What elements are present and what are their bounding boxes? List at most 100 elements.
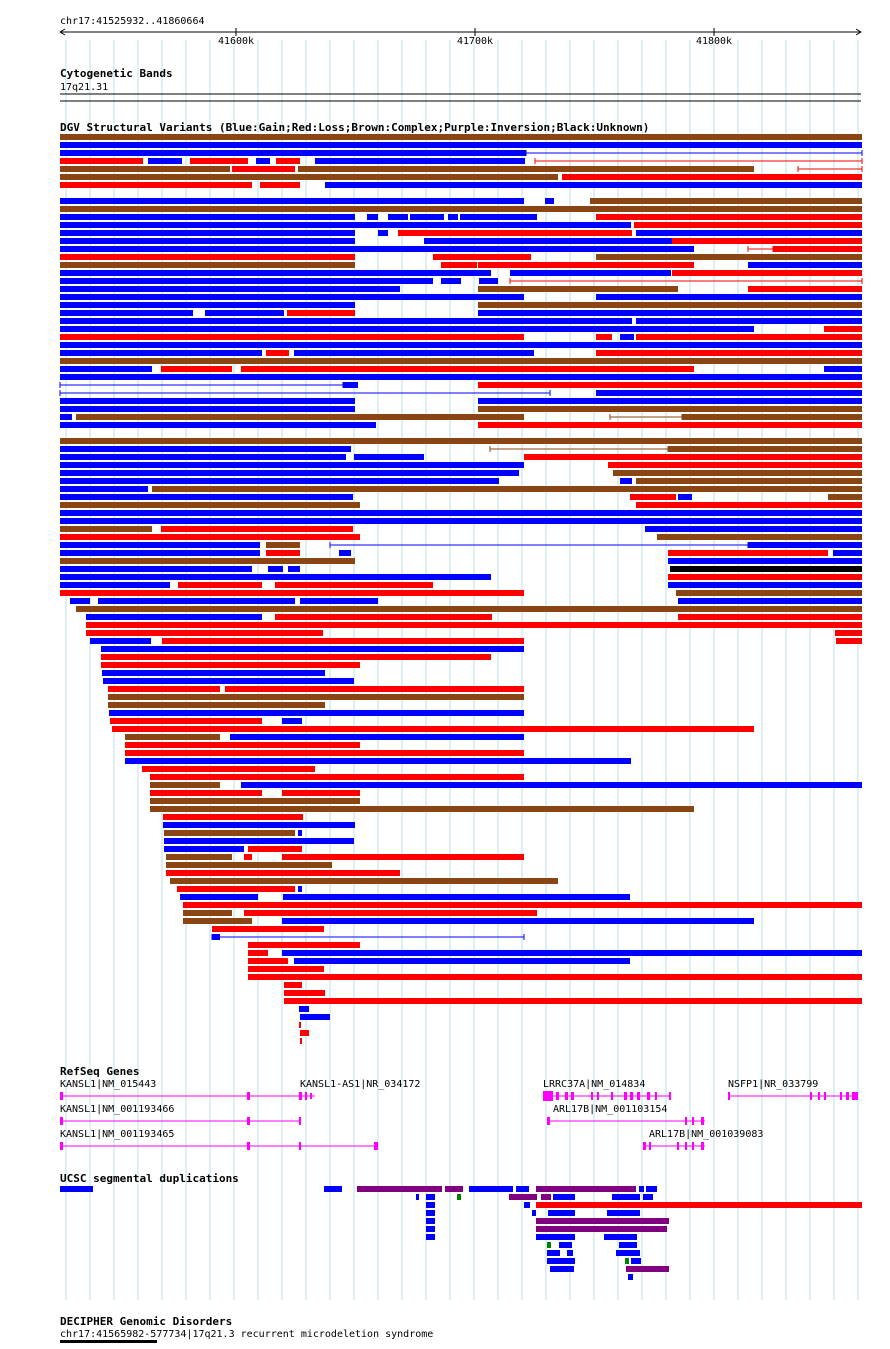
dgv-variant[interactable]: [60, 518, 862, 524]
dgv-variant[interactable]: [266, 550, 300, 556]
gene-exon[interactable]: [547, 1117, 550, 1125]
segdup-feature[interactable]: [553, 1194, 575, 1200]
dgv-variant[interactable]: [524, 454, 862, 460]
dgv-variant[interactable]: [676, 590, 862, 596]
dgv-variant[interactable]: [125, 742, 360, 748]
segdup-feature[interactable]: [550, 1266, 574, 1272]
dgv-variant[interactable]: [668, 558, 862, 564]
dgv-variant[interactable]: [748, 286, 862, 292]
dgv-variant[interactable]: [60, 446, 351, 452]
dgv-variant[interactable]: [60, 214, 355, 220]
segdup-feature[interactable]: [559, 1242, 572, 1248]
dgv-variant[interactable]: [60, 142, 862, 148]
gene-exon[interactable]: [685, 1142, 687, 1150]
dgv-variant[interactable]: [298, 166, 754, 172]
dgv-variant[interactable]: [510, 270, 671, 276]
dgv-variant[interactable]: [109, 710, 524, 716]
segdup-feature[interactable]: [604, 1234, 637, 1240]
gene-exon[interactable]: [846, 1092, 849, 1100]
gene-exon[interactable]: [374, 1142, 378, 1150]
dgv-variant[interactable]: [60, 182, 252, 188]
dgv-variant[interactable]: [178, 582, 262, 588]
dgv-variant[interactable]: [101, 646, 524, 652]
dgv-variant[interactable]: [60, 582, 170, 588]
dgv-variant[interactable]: [596, 390, 862, 396]
dgv-variant[interactable]: [294, 958, 630, 964]
segdup-feature[interactable]: [548, 1210, 575, 1216]
gene-exon[interactable]: [247, 1092, 250, 1100]
dgv-variant[interactable]: [60, 166, 230, 172]
dgv-variant[interactable]: [60, 558, 355, 564]
dgv-variant[interactable]: [300, 1014, 330, 1020]
dgv-variant[interactable]: [294, 350, 534, 356]
dgv-variant[interactable]: [545, 198, 554, 204]
dgv-variant[interactable]: [283, 894, 630, 900]
dgv-variant[interactable]: [299, 1022, 301, 1028]
dgv-variant[interactable]: [260, 182, 300, 188]
segdup-feature[interactable]: [536, 1234, 575, 1240]
dgv-variant[interactable]: [284, 982, 302, 988]
dgv-variant[interactable]: [212, 926, 324, 932]
segdup-feature[interactable]: [457, 1194, 461, 1200]
segdup-feature[interactable]: [541, 1194, 551, 1200]
dgv-variant[interactable]: [76, 606, 862, 612]
dgv-variant[interactable]: [150, 806, 694, 812]
segdup-feature[interactable]: [357, 1186, 442, 1192]
dgv-variant[interactable]: [60, 278, 433, 284]
segdup-feature[interactable]: [516, 1186, 529, 1192]
gene-exon[interactable]: [655, 1092, 657, 1100]
dgv-variant[interactable]: [225, 686, 524, 692]
gene-exon[interactable]: [649, 1142, 651, 1150]
gene-exon[interactable]: [60, 1092, 63, 1100]
dgv-variant[interactable]: [60, 526, 152, 532]
segdup-feature[interactable]: [643, 1194, 653, 1200]
gene-label[interactable]: NSFP1|NR_033799: [728, 1079, 818, 1090]
dgv-variant[interactable]: [90, 638, 151, 644]
dgv-variant[interactable]: [682, 414, 862, 420]
dgv-variant[interactable]: [212, 934, 220, 940]
dgv-variant[interactable]: [590, 198, 862, 204]
dgv-variant[interactable]: [150, 774, 524, 780]
dgv-variant[interactable]: [60, 510, 862, 516]
dgv-variant[interactable]: [282, 718, 302, 724]
dgv-variant[interactable]: [244, 854, 252, 860]
dgv-variant[interactable]: [152, 486, 862, 492]
dgv-variant[interactable]: [672, 270, 862, 276]
segdup-feature[interactable]: [626, 1266, 669, 1272]
dgv-variant[interactable]: [275, 614, 492, 620]
dgv-variant[interactable]: [620, 478, 632, 484]
gene-label[interactable]: ARL17B|NM_001039083: [649, 1129, 763, 1140]
dgv-variant[interactable]: [287, 310, 355, 316]
dgv-variant[interactable]: [248, 950, 268, 956]
dgv-variant[interactable]: [60, 262, 355, 268]
dgv-variant[interactable]: [636, 334, 862, 340]
gene-label[interactable]: LRRC37A|NM_014834: [543, 1079, 645, 1090]
gene-exon[interactable]: [299, 1117, 301, 1125]
dgv-variant[interactable]: [60, 534, 360, 540]
segdup-feature[interactable]: [536, 1202, 862, 1208]
dgv-variant[interactable]: [60, 550, 260, 556]
segdup-feature[interactable]: [628, 1274, 633, 1280]
dgv-variant[interactable]: [148, 158, 182, 164]
dgv-variant[interactable]: [142, 766, 315, 772]
segdup-feature[interactable]: [416, 1194, 419, 1200]
dgv-variant[interactable]: [478, 310, 862, 316]
dgv-variant[interactable]: [60, 246, 694, 252]
dgv-variant[interactable]: [108, 686, 220, 692]
segdup-feature[interactable]: [60, 1186, 93, 1192]
dgv-variant[interactable]: [478, 422, 862, 428]
dgv-variant[interactable]: [110, 718, 262, 724]
dgv-variant[interactable]: [60, 478, 499, 484]
segdup-feature[interactable]: [639, 1186, 644, 1192]
dgv-variant[interactable]: [125, 750, 524, 756]
dgv-variant[interactable]: [60, 502, 360, 508]
dgv-variant[interactable]: [448, 214, 458, 220]
dgv-variant[interactable]: [60, 206, 862, 212]
dgv-variant[interactable]: [478, 406, 862, 412]
gene-exon[interactable]: [299, 1092, 302, 1100]
dgv-variant[interactable]: [828, 494, 862, 500]
dgv-variant[interactable]: [657, 534, 862, 540]
gene-exon[interactable]: [60, 1117, 63, 1125]
dgv-variant[interactable]: [60, 318, 632, 324]
dgv-variant[interactable]: [60, 358, 862, 364]
